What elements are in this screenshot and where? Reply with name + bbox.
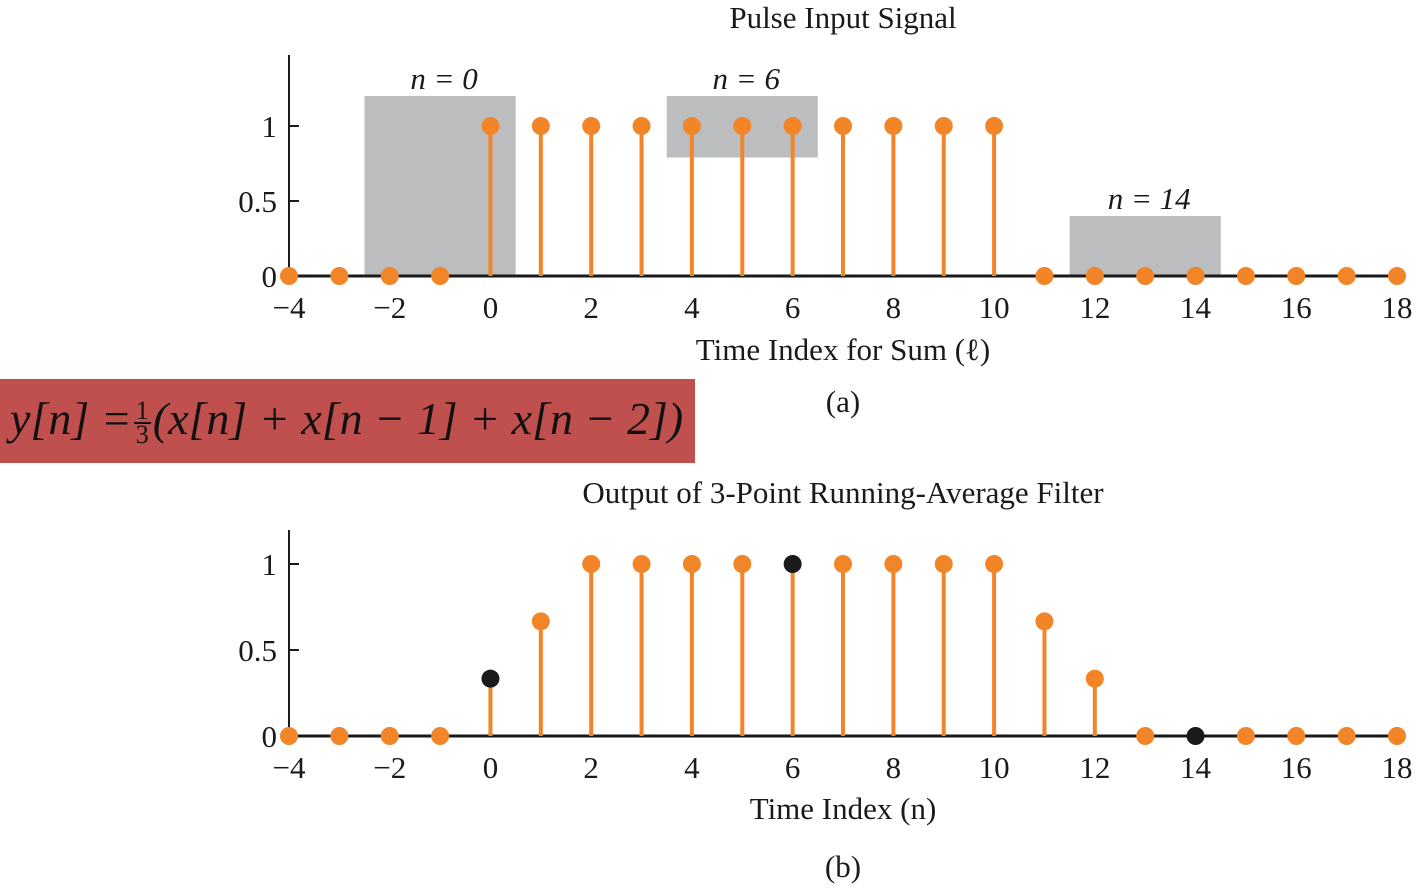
- stem-marker-16: [1287, 727, 1306, 745]
- y-tick-label-2: 1: [262, 109, 278, 144]
- x-tick-label-1: −2: [373, 750, 406, 785]
- x-tick-label-8: 12: [1079, 290, 1110, 325]
- stem-marker-10: [985, 117, 1004, 135]
- stem-marker-8: [884, 555, 903, 573]
- x-tick-label-0: −4: [273, 290, 306, 325]
- formula-banner: y[n] = 1 3 (x[n] + x[n − 1] + x[n − 2]): [0, 379, 695, 463]
- stem-marker--2: [380, 727, 399, 745]
- y-tick-label-0: 0: [262, 719, 278, 754]
- stem-marker-9: [934, 117, 953, 135]
- stem-marker-18: [1388, 727, 1406, 745]
- stem-marker--3: [330, 267, 349, 285]
- stem-marker-12: [1085, 267, 1104, 285]
- stem-marker-2: [582, 117, 601, 135]
- stem-marker--3: [330, 727, 349, 745]
- formula-rhs: (x[n] + x[n − 1] + x[n − 2]): [152, 393, 684, 444]
- stem-marker-1: [531, 117, 550, 135]
- x-tick-label-2: 0: [483, 750, 499, 785]
- formula-lhs: y[n] =: [10, 393, 132, 444]
- x-tick-label-7: 10: [979, 750, 1010, 785]
- stem-marker-6: [783, 555, 802, 573]
- stem-marker-3: [632, 117, 651, 135]
- stem-marker-13: [1136, 727, 1155, 745]
- stem-marker-5: [733, 555, 752, 573]
- chart-title: Output of 3-Point Running-Average Filter: [582, 475, 1104, 510]
- chart-caption: (a): [826, 384, 860, 419]
- x-tick-label-7: 10: [979, 290, 1010, 325]
- stem-marker--4: [280, 267, 298, 285]
- stem-marker-0: [481, 669, 500, 688]
- stem-marker-13: [1136, 267, 1155, 285]
- y-tick-label-2: 1: [262, 547, 278, 582]
- formula-fraction-numerator: 1: [133, 396, 151, 426]
- x-tick-label-3: 2: [583, 750, 599, 785]
- x-axis-label: Time Index for Sum (ℓ): [696, 332, 990, 367]
- stem-marker-16: [1287, 267, 1306, 285]
- stem-marker-5: [733, 117, 752, 135]
- chart-b-filter-output: Output of 3-Point Running-Average Filter…: [238, 475, 1412, 884]
- stem-marker-15: [1236, 727, 1255, 745]
- x-tick-label-10: 16: [1281, 750, 1312, 785]
- stem-marker-3: [632, 555, 651, 573]
- stem-marker-17: [1337, 727, 1356, 745]
- x-tick-label-4: 4: [684, 290, 700, 325]
- stem-marker-10: [985, 555, 1004, 573]
- stem-marker-4: [682, 555, 701, 573]
- x-tick-label-9: 14: [1180, 290, 1212, 325]
- formula-fraction-denominator: 3: [135, 420, 149, 450]
- x-tick-label-3: 2: [583, 290, 599, 325]
- stem-marker-9: [934, 555, 953, 573]
- stem-marker--1: [431, 727, 450, 745]
- y-tick-label-1: 0.5: [238, 633, 277, 668]
- x-axis-label: Time Index (n): [750, 791, 937, 826]
- x-tick-label-5: 6: [785, 290, 801, 325]
- x-tick-label-6: 8: [886, 290, 902, 325]
- x-tick-label-11: 18: [1382, 290, 1413, 325]
- chart-caption: (b): [825, 849, 861, 884]
- stem-marker-17: [1337, 267, 1356, 285]
- x-tick-label-11: 18: [1382, 750, 1413, 785]
- window-box-2: [1069, 216, 1221, 276]
- formula-text: y[n] = 1 3 (x[n] + x[n − 1] + x[n − 2]): [10, 387, 683, 451]
- x-tick-label-4: 4: [684, 750, 700, 785]
- stem-marker-14: [1186, 727, 1205, 745]
- stem-marker-7: [834, 117, 852, 135]
- x-tick-label-1: −2: [373, 290, 406, 325]
- stem-marker-12: [1085, 669, 1104, 688]
- stem-marker-18: [1388, 267, 1406, 285]
- stem-marker-15: [1236, 267, 1255, 285]
- x-tick-label-6: 8: [886, 750, 902, 785]
- stem-marker-7: [834, 555, 852, 573]
- stem-marker-2: [582, 555, 601, 573]
- stem-marker-6: [783, 117, 802, 135]
- stem-marker-4: [682, 117, 701, 135]
- stem-marker-11: [1035, 267, 1054, 285]
- window-label-0: n = 0: [410, 61, 478, 96]
- window-label-1: n = 6: [713, 61, 781, 96]
- y-tick-label-0: 0: [262, 259, 278, 294]
- chart-title: Pulse Input Signal: [729, 0, 956, 35]
- stem-marker-11: [1035, 612, 1054, 631]
- stem-marker-14: [1186, 267, 1205, 285]
- x-tick-label-2: 0: [483, 290, 499, 325]
- x-tick-label-5: 6: [785, 750, 801, 785]
- stem-marker-0: [481, 117, 500, 135]
- window-label-2: n = 14: [1108, 181, 1191, 216]
- x-tick-label-10: 16: [1281, 290, 1312, 325]
- stem-marker--2: [380, 267, 399, 285]
- stem-marker-8: [884, 117, 903, 135]
- y-tick-label-1: 0.5: [238, 184, 277, 219]
- x-tick-label-0: −4: [273, 750, 306, 785]
- stem-marker--1: [431, 267, 450, 285]
- stem-marker--4: [280, 727, 298, 745]
- chart-a-pulse-input: n = 0 n = 6 n = 14 Pulse Input Signal 0 0.5 1 −…: [238, 0, 1412, 419]
- stem-marker-1: [531, 612, 550, 631]
- x-tick-label-9: 14: [1180, 750, 1212, 785]
- x-tick-label-8: 12: [1079, 750, 1110, 785]
